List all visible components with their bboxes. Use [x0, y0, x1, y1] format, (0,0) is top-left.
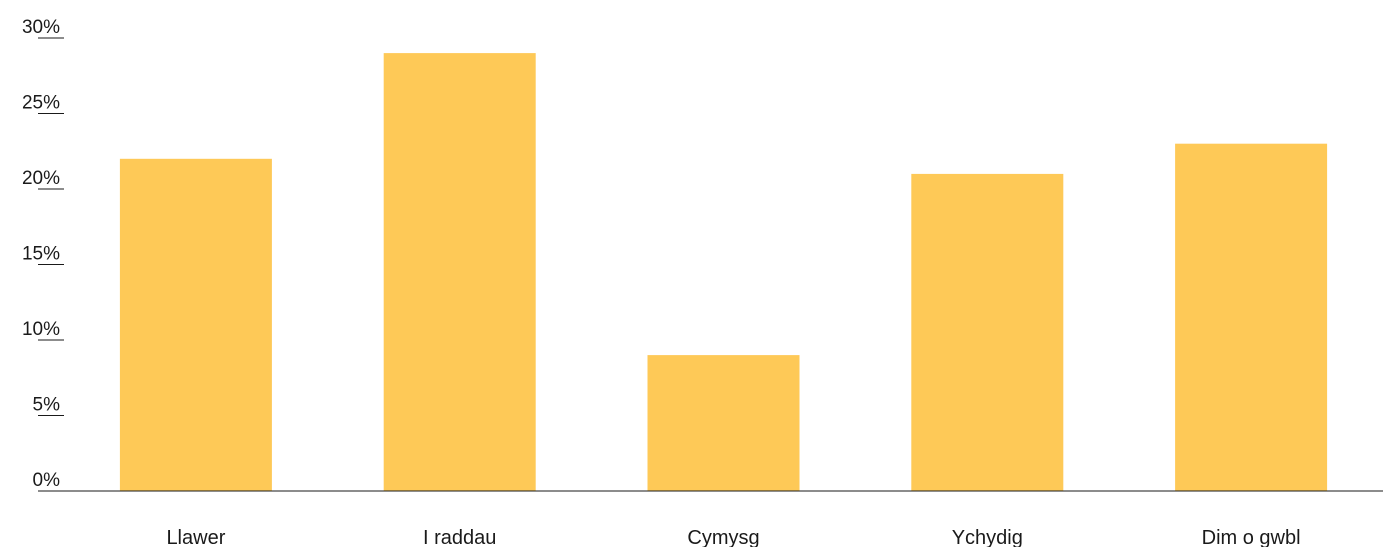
y-tick-label: 30%: [22, 17, 60, 38]
y-tick-label: 10%: [22, 319, 60, 340]
bar: [119, 158, 272, 492]
y-tick-label: 20%: [22, 168, 60, 189]
bar: [647, 355, 800, 491]
bar: [383, 53, 536, 491]
y-tick-label: 25%: [22, 93, 60, 114]
x-axis-labels: Llawer I raddau Cymysg Ychydig Dim o gwbl: [166, 527, 1300, 547]
x-category-label: I raddau: [423, 527, 496, 547]
bar: [1175, 143, 1328, 491]
y-tick-label: 5%: [33, 395, 61, 416]
bars: [119, 53, 1328, 492]
x-category-label: Dim o gwbl: [1202, 527, 1301, 547]
x-category-label: Cymysg: [687, 527, 759, 547]
x-category-label: Ychydig: [952, 527, 1023, 547]
y-axis-ticks: 0% 5% 10% 15% 20% 25% 30%: [22, 17, 64, 492]
bar: [911, 173, 1064, 491]
x-category-label: Llawer: [166, 527, 225, 547]
y-tick-label: 0%: [33, 470, 61, 491]
y-tick-label: 15%: [22, 244, 60, 265]
